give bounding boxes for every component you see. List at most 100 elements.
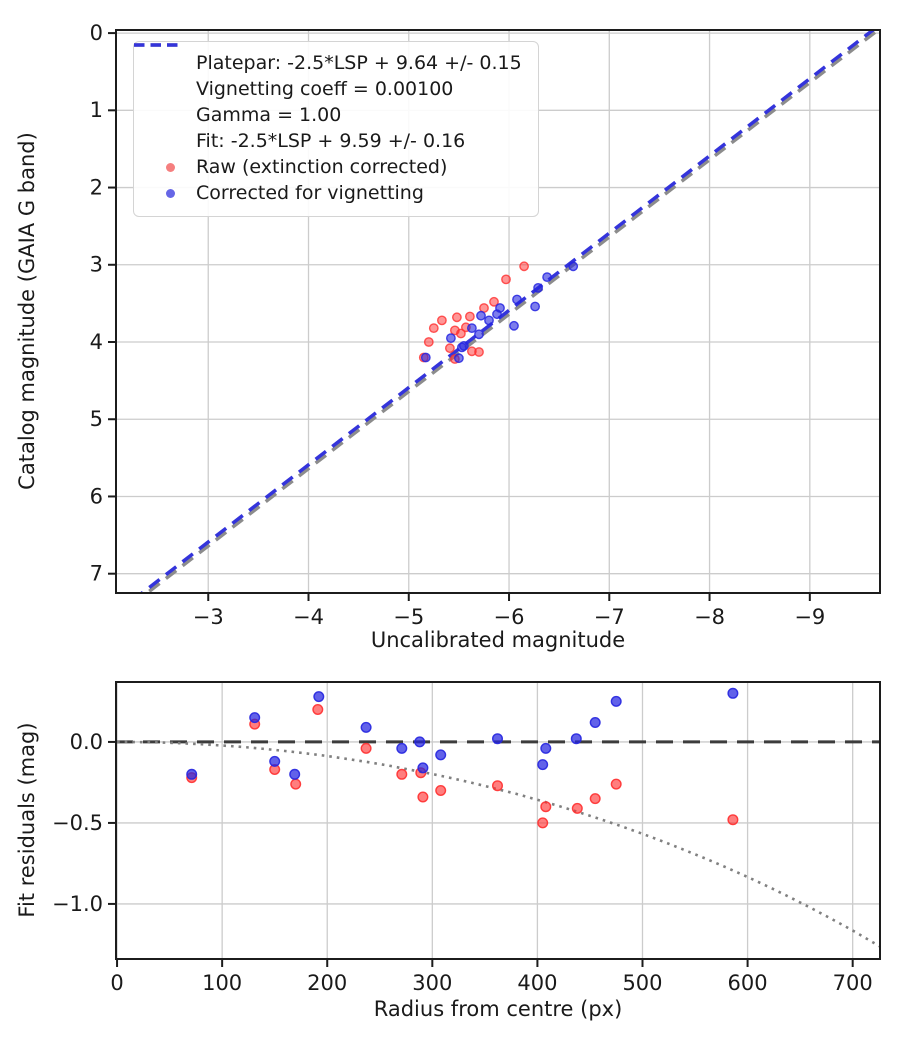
raw-point	[464, 311, 475, 322]
corrected-point	[537, 759, 549, 771]
raw-point	[519, 261, 529, 272]
raw-series	[418, 261, 529, 364]
corrected-point	[474, 329, 484, 340]
corrected-point	[360, 721, 372, 733]
corrected-point	[466, 323, 477, 333]
raw-point	[537, 817, 549, 829]
y-tick-label: 6	[90, 484, 103, 508]
corrected-point	[289, 768, 301, 780]
plot-interior	[116, 687, 880, 948]
platepar-line	[144, 30, 880, 593]
raw-series	[186, 704, 739, 829]
y-tick-label: 4	[90, 330, 103, 354]
x-tick-label: 300	[412, 971, 452, 995]
raw-point	[455, 328, 466, 339]
legend-entry-line: Vignetting coeff = 0.00100	[196, 78, 454, 100]
bottom-xaxis-label: Radius from centre (px)	[373, 997, 623, 1021]
y-tick-label: 3	[90, 253, 103, 277]
vignetting-curve	[117, 740, 880, 948]
corrected-point	[476, 310, 486, 321]
raw-point	[571, 802, 583, 814]
x-tick-label: −8	[694, 605, 725, 629]
corrected-point	[509, 320, 519, 331]
y-tick-label: 1	[90, 98, 103, 122]
corrected-point	[589, 717, 601, 729]
x-tick-label: 200	[307, 971, 347, 995]
dot-marker-icon	[165, 188, 175, 198]
corrected-point	[512, 294, 522, 305]
raw-point	[396, 768, 408, 780]
x-tick-label: 400	[517, 971, 557, 995]
raw-point	[360, 742, 372, 754]
legend-entry-line: Gamma = 1.00	[196, 104, 342, 126]
y-tick-label: 7	[90, 562, 103, 586]
plot-spines	[115, 681, 881, 960]
plot-interior	[139, 30, 880, 593]
legend-entry: Platepar: -2.5*LSP + 9.64 +/- 0.15 Vignet…	[134, 43, 522, 128]
legend-entry-line: Corrected for vignetting	[196, 182, 424, 204]
raw-point	[290, 778, 302, 790]
x-tick-label: −3	[193, 605, 224, 629]
legend-entry: Raw (extinction corrected)	[144, 154, 522, 180]
x-tick-label: −9	[794, 605, 825, 629]
raw-point	[501, 274, 511, 285]
corrected-point	[453, 353, 464, 364]
x-tick-label: −4	[293, 605, 324, 629]
legend-entry-line: Raw (extinction corrected)	[196, 156, 448, 178]
raw-point	[435, 785, 447, 797]
legend-entry-line: Platepar: -2.5*LSP + 9.64 +/- 0.15	[196, 52, 522, 74]
y-tick-label: −0.5	[52, 811, 103, 835]
corrected-point	[417, 762, 429, 774]
x-tick-label: 0	[110, 971, 123, 995]
raw-point	[436, 315, 447, 326]
corrected-point	[186, 768, 198, 780]
legend-box: Platepar: -2.5*LSP + 9.64 +/- 0.15 Vignet…	[133, 41, 539, 217]
x-tick-label: −5	[393, 605, 424, 629]
raw-point	[489, 296, 499, 307]
corrected-point	[396, 742, 408, 754]
dot-marker-icon	[144, 162, 196, 172]
corrected-point	[533, 282, 543, 293]
raw-point	[417, 791, 429, 803]
corrected-point	[610, 695, 622, 707]
legend-entry-label: Platepar: -2.5*LSP + 9.64 +/- 0.15 Vignet…	[196, 50, 522, 128]
raw-point	[540, 801, 552, 813]
dot-marker-icon	[144, 188, 196, 198]
x-tick-label: −7	[594, 605, 625, 629]
corrected-point	[727, 687, 739, 699]
x-tick-label: 700	[833, 971, 873, 995]
corrected-point	[568, 261, 579, 272]
dot-marker-icon	[165, 162, 175, 172]
corrected-point	[484, 315, 494, 326]
top-xaxis-label: Uncalibrated magnitude	[370, 628, 626, 652]
dashed-line-marker-icon	[134, 43, 180, 47]
x-tick-label: −6	[494, 605, 525, 629]
legend-entry-label: Fit: -2.5*LSP + 9.59 +/- 0.16	[196, 128, 465, 154]
corrected-point	[313, 691, 325, 703]
raw-point	[610, 778, 622, 790]
fit_residuals-plot: 0 100 200 300 400 500 600 700 0.0 −0.5 −1.0	[52, 681, 881, 995]
fit-line	[139, 30, 876, 593]
raw-point	[428, 323, 439, 333]
raw-point	[589, 793, 601, 805]
corrected-point	[542, 272, 552, 282]
y-tick-label: 0	[90, 21, 103, 45]
raw-point	[727, 814, 739, 826]
corrected-point	[435, 749, 447, 761]
corrected-point	[249, 712, 261, 724]
raw-point	[423, 337, 434, 347]
corrected-series	[420, 261, 579, 364]
top-yaxis-label: Catalog magnitude (GAIA G band)	[15, 132, 39, 490]
corrected-point	[570, 733, 582, 745]
legend-entry: Fit: -2.5*LSP + 9.59 +/- 0.16	[134, 43, 522, 154]
legend-entry-label: Raw (extinction corrected)	[196, 154, 447, 180]
corrected-point	[492, 733, 504, 745]
corrected-point	[530, 301, 540, 312]
raw-point	[451, 312, 462, 323]
corrected-point	[458, 340, 469, 351]
x-tick-label: 600	[728, 971, 768, 995]
y-tick-label: 5	[90, 407, 103, 431]
x-tick-label: 500	[622, 971, 662, 995]
legend-entry-label: Corrected for vignetting	[196, 180, 424, 206]
